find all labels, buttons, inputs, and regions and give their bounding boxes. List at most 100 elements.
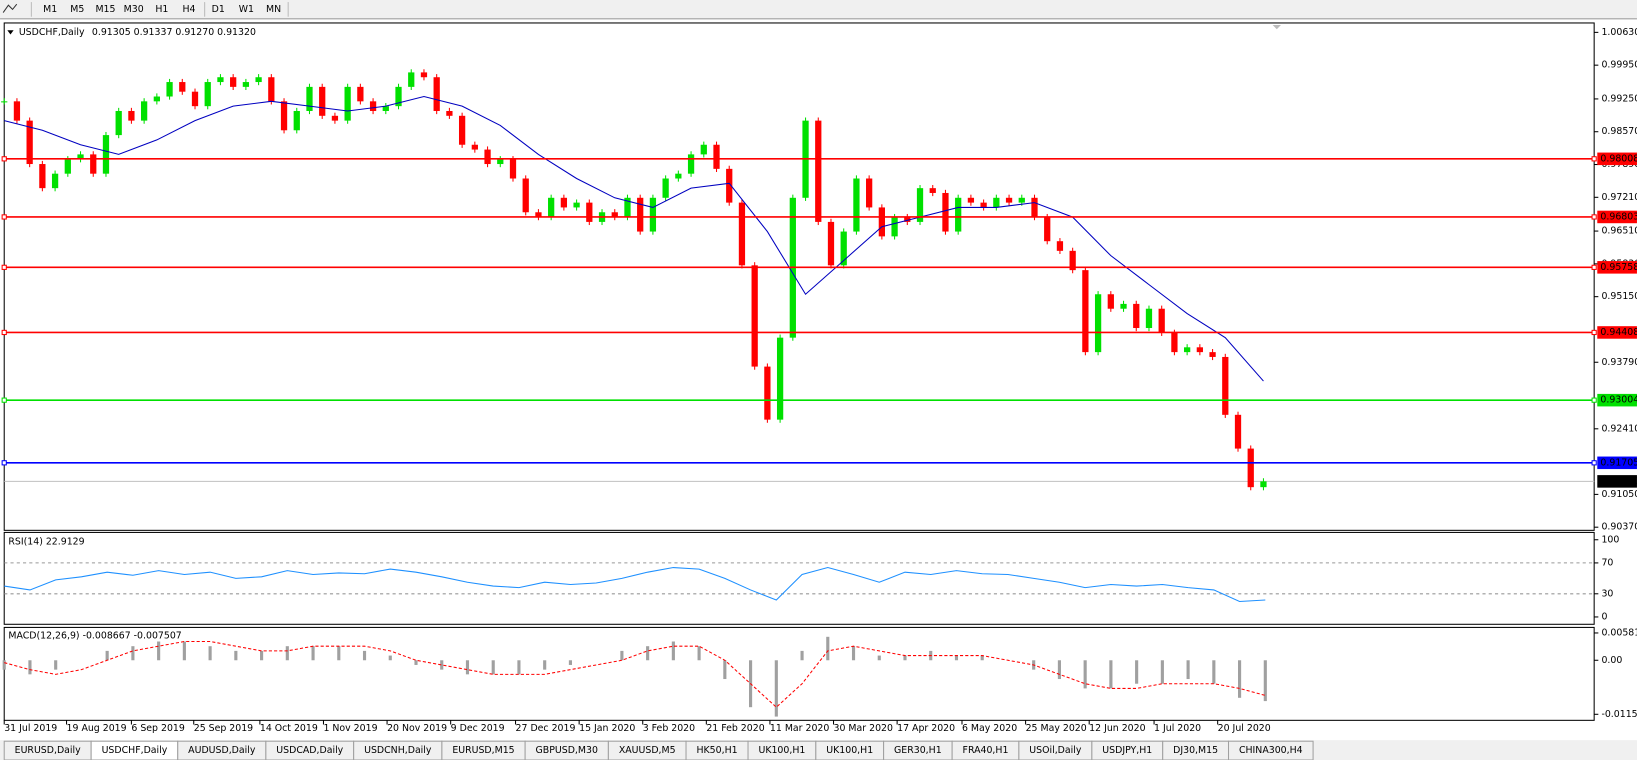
- candle-body: [1234, 414, 1242, 449]
- tab[interactable]: USDCHF,Daily: [90, 740, 179, 760]
- candle-body: [815, 120, 822, 222]
- candle-body: [140, 101, 148, 121]
- x-tick-label: 11 Mar 2020: [770, 723, 829, 734]
- tab[interactable]: EURUSD,Daily: [3, 740, 92, 760]
- candle-body: [128, 110, 135, 121]
- tab[interactable]: USDCAD,Daily: [265, 740, 355, 760]
- tab[interactable]: UK100,H1: [747, 740, 817, 760]
- candle-body: [916, 188, 924, 222]
- candle-body: [764, 366, 771, 420]
- tab[interactable]: DJ30,M15: [1162, 740, 1230, 760]
- candle-body: [726, 168, 733, 203]
- x-tick-label: 25 Sep 2019: [194, 723, 253, 734]
- period-button[interactable]: M1: [43, 4, 57, 15]
- tool-icon[interactable]: [2, 3, 18, 13]
- tab-label: GER30,H1: [894, 745, 942, 756]
- candle-body: [306, 86, 313, 111]
- level-badge: [1597, 456, 1637, 470]
- x-tick-label: 20 Nov 2019: [387, 723, 447, 734]
- tab[interactable]: CHINA300,H4: [1227, 740, 1314, 760]
- candle-body: [1082, 270, 1089, 353]
- level-label: 0.98008: [1600, 153, 1637, 164]
- tab[interactable]: USOil,Daily: [1018, 740, 1093, 760]
- candle-body: [395, 86, 402, 107]
- period-button[interactable]: H1: [155, 4, 168, 15]
- candle-body: [1145, 308, 1153, 329]
- y-tick-label: 0.91050: [1601, 489, 1637, 500]
- x-tick-label: 1 Jul 2020: [1154, 723, 1201, 734]
- macd-panel: [3, 626, 1595, 721]
- candle-body: [1184, 347, 1191, 353]
- candle-body: [1, 101, 8, 103]
- candle-body: [535, 212, 542, 218]
- x-tick-label: 19 Aug 2019: [67, 723, 127, 734]
- candle-body: [1158, 308, 1165, 333]
- period-button[interactable]: MN: [266, 4, 281, 15]
- period-button[interactable]: H4: [182, 4, 195, 15]
- tab-label: UK100,H1: [758, 745, 805, 756]
- y-tick-label: 0.99950: [1601, 60, 1637, 71]
- tab[interactable]: FRA40,H1: [951, 740, 1020, 760]
- moving-average: [4, 95, 1264, 382]
- y-tick-label: 0.98570: [1601, 126, 1637, 137]
- candle-body: [738, 202, 746, 266]
- candle-body: [866, 178, 873, 208]
- level-handle: [1, 156, 7, 162]
- candle-body: [255, 77, 262, 83]
- candle-body: [929, 188, 936, 193]
- candle-body: [522, 178, 529, 213]
- candle-body: [77, 154, 84, 160]
- candle-body: [573, 202, 580, 208]
- candle-body: [1094, 294, 1102, 353]
- period-button[interactable]: M15: [95, 4, 115, 15]
- x-tick-label: 6 Sep 2019: [131, 723, 184, 734]
- candle-body: [751, 265, 758, 367]
- candle-body: [713, 144, 720, 169]
- tab[interactable]: EURUSD,M15: [441, 740, 526, 760]
- candle-body: [700, 144, 707, 155]
- tab[interactable]: HK50,H1: [685, 740, 749, 760]
- candle-body: [776, 337, 784, 420]
- toolbar: [0, 0, 1637, 19]
- candle-body: [51, 173, 59, 189]
- panel-menu-icon[interactable]: [7, 30, 14, 35]
- period-button[interactable]: D1: [212, 4, 225, 15]
- candle-body: [446, 110, 453, 116]
- tab[interactable]: USDCNH,Daily: [353, 740, 443, 760]
- tab-label: USDCNH,Daily: [364, 745, 432, 756]
- period-button[interactable]: M30: [124, 4, 144, 15]
- tab[interactable]: AUDUSD,Daily: [177, 740, 267, 760]
- period-button[interactable]: W1: [239, 4, 254, 15]
- tab[interactable]: XAUUSD,M5: [607, 740, 687, 760]
- tab-label: GBPUSD,M30: [536, 745, 598, 756]
- candle-body: [649, 197, 657, 232]
- tab-label: AUDUSD,Daily: [188, 745, 256, 756]
- tab[interactable]: GER30,H1: [883, 740, 953, 760]
- tab-label: EURUSD,M15: [452, 745, 514, 756]
- chart-ohlc: 0.91305 0.91337 0.91270 0.91320: [92, 27, 256, 38]
- candle-body: [13, 101, 21, 121]
- x-tick-label: 15 Jan 2020: [579, 723, 635, 734]
- tab[interactable]: UK100,H1: [815, 740, 885, 760]
- tab-background: [1227, 740, 1314, 760]
- level-label: 0.93004: [1600, 395, 1637, 406]
- period-button[interactable]: M5: [70, 4, 84, 15]
- candle-body: [1260, 481, 1267, 488]
- x-tick-label: 31 Jul 2019: [4, 723, 57, 734]
- candle-body: [1018, 197, 1025, 203]
- y-tick-label: 0: [1601, 611, 1607, 622]
- candle-body: [191, 91, 199, 107]
- candle-body: [955, 197, 962, 232]
- tab-label: USOil,Daily: [1029, 745, 1082, 756]
- level-handle: [1591, 329, 1597, 336]
- chart-title: USDCHF,Daily: [19, 27, 85, 38]
- x-tick-label: 21 Feb 2020: [706, 723, 764, 734]
- tab-label: XAUUSD,M5: [619, 745, 676, 756]
- y-tick-label: 0.99250: [1601, 93, 1637, 104]
- tab[interactable]: USDJPY,H1: [1091, 740, 1164, 760]
- candle-body: [369, 101, 377, 111]
- x-tick-label: 14 Oct 2019: [260, 723, 318, 734]
- tab[interactable]: GBPUSD,M30: [524, 740, 609, 760]
- candle-body: [840, 231, 847, 266]
